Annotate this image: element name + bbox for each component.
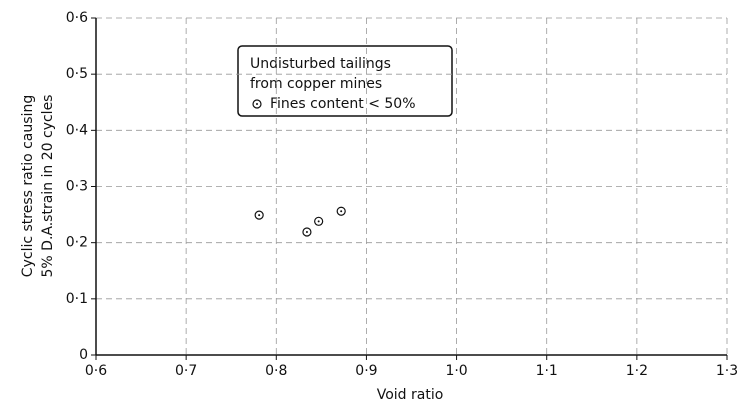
y-tick-label: 0·4 xyxy=(66,122,88,138)
y-axis-label: 5% D.A.strain in 20 cycles xyxy=(40,95,56,278)
x-tick-label: 0·8 xyxy=(265,363,287,379)
point-dot xyxy=(340,210,343,213)
y-axis-label: Cyclic stress ratio causing xyxy=(20,95,36,277)
x-tick-label: 0·6 xyxy=(85,363,107,379)
y-tick-label: 0 xyxy=(79,347,88,363)
legend-label: Fines content < 50% xyxy=(270,96,416,112)
y-tick-label: 0·1 xyxy=(66,291,88,307)
x-tick-label: 1·1 xyxy=(536,363,558,379)
y-tick-label: 0·6 xyxy=(66,10,88,26)
point-dot xyxy=(317,220,320,223)
x-tick-label: 1·2 xyxy=(626,363,648,379)
x-tick-label: 0·7 xyxy=(175,363,197,379)
y-tick-label: 0·2 xyxy=(66,235,88,251)
point-dot xyxy=(305,230,308,233)
x-tick-label: 0·9 xyxy=(355,363,377,379)
y-tick-label: 0·3 xyxy=(66,179,88,195)
point-dot xyxy=(258,214,261,217)
x-axis-label: Void ratio xyxy=(377,387,444,403)
annotation: Undisturbed tailings xyxy=(250,56,391,72)
x-tick-label: 1·3 xyxy=(716,363,738,379)
annotation: from copper mines xyxy=(250,76,382,92)
legend-marker-dot xyxy=(256,103,258,105)
annotation-box xyxy=(237,45,453,117)
y-tick-label: 0·5 xyxy=(66,66,88,82)
legend-marker xyxy=(252,99,262,109)
x-tick-label: 1·0 xyxy=(445,363,467,379)
